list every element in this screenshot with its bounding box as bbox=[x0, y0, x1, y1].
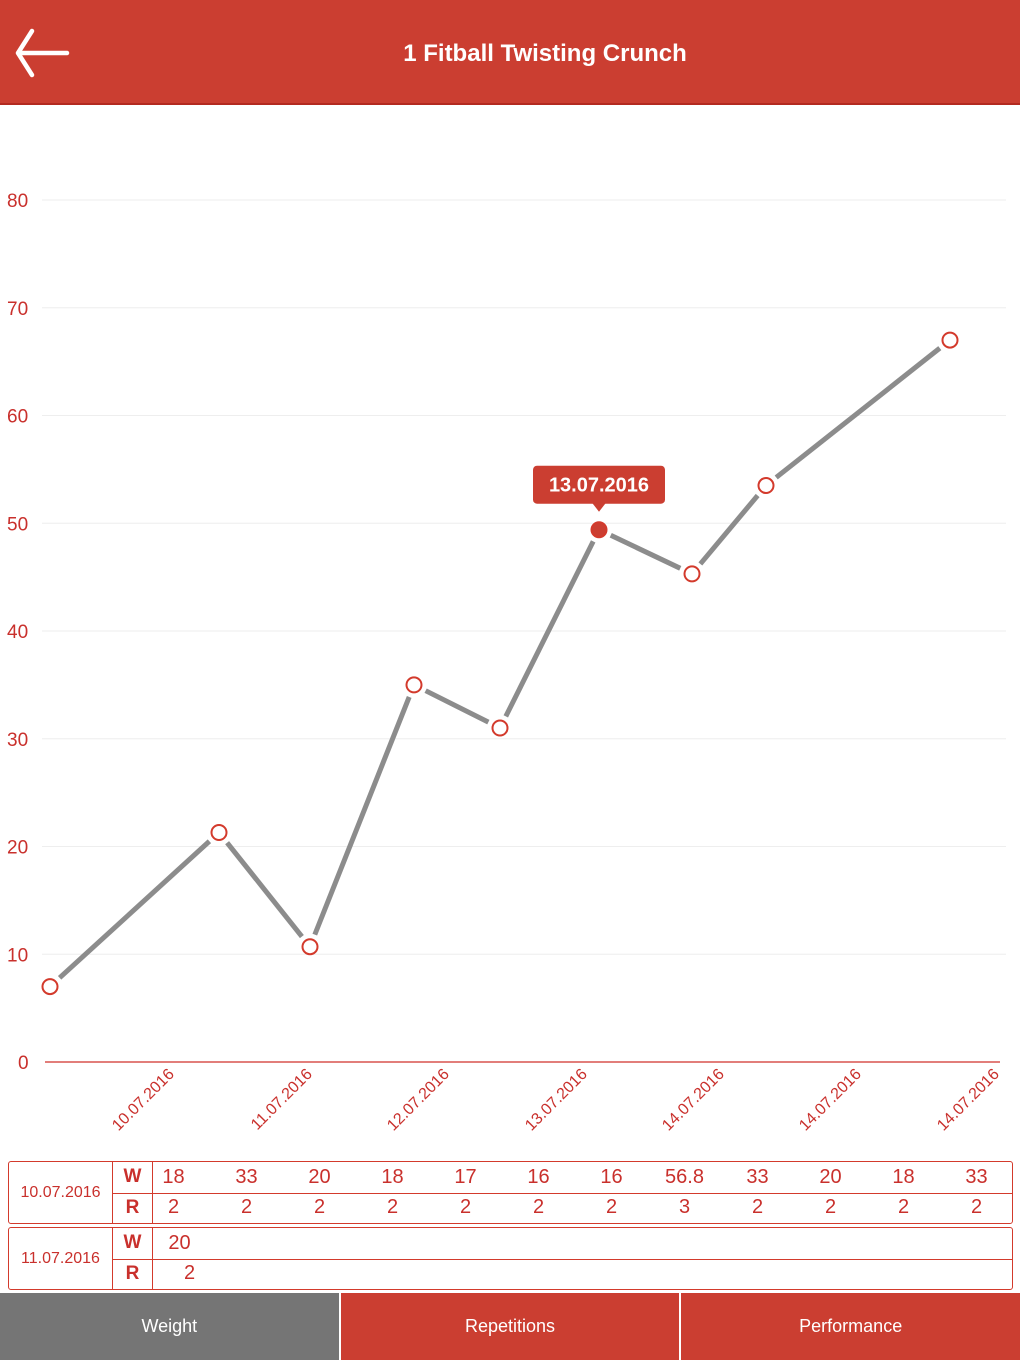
data-point bbox=[683, 565, 701, 583]
set-table: 10.07.2016 W R 18 33 20 18 17 16 16 56.8 33 20 18 3… bbox=[8, 1161, 1013, 1224]
data-point bbox=[210, 823, 228, 841]
y-tick-label: 80 bbox=[7, 191, 28, 212]
weight-cell: 33 bbox=[235, 1165, 258, 1188]
weight-cell: 18 bbox=[381, 1165, 404, 1188]
y-tick-label: 0 bbox=[18, 1053, 29, 1074]
reps-label: R bbox=[113, 1258, 153, 1289]
tooltip-box bbox=[533, 465, 665, 504]
x-tick-label: 14.07.2016 bbox=[659, 1066, 728, 1135]
reps-cell: 2 bbox=[386, 1196, 399, 1219]
line-chart: 0 10 20 30 40 50 60 70 80 10.07.2016 11.07.2016 12.… bbox=[7, 191, 1006, 1135]
reps-cell: 2 bbox=[167, 1196, 180, 1219]
reps-cell: 2 bbox=[970, 1196, 983, 1219]
x-tick-label: 14.07.2016 bbox=[796, 1066, 865, 1135]
reps-cell: 3 bbox=[678, 1196, 691, 1219]
y-tick-label: 30 bbox=[7, 730, 28, 751]
tab-bar: Weight Repetitions Performance bbox=[0, 1293, 1020, 1360]
tab-weight[interactable]: Weight bbox=[0, 1293, 339, 1360]
reps-cell: 2 bbox=[240, 1196, 253, 1219]
y-tick-label: 20 bbox=[7, 838, 28, 859]
reps-cell: 2 bbox=[183, 1262, 196, 1285]
series-segment bbox=[57, 839, 212, 980]
x-tick-label: 12.07.2016 bbox=[384, 1066, 453, 1135]
weight-label: W bbox=[113, 1162, 153, 1193]
set-date: 11.07.2016 bbox=[9, 1228, 113, 1289]
set-table: 11.07.2016 W R 20 2 bbox=[8, 1227, 1013, 1290]
x-tick-label: 11.07.2016 bbox=[248, 1066, 316, 1134]
weight-cell: 16 bbox=[527, 1165, 550, 1188]
weight-cell: 33 bbox=[965, 1165, 988, 1188]
y-tick-label: 70 bbox=[7, 299, 28, 320]
weight-cell: 56.8 bbox=[665, 1165, 704, 1188]
weight-cell: 16 bbox=[600, 1165, 623, 1188]
row-divider bbox=[113, 1192, 1012, 1194]
tab-performance[interactable]: Performance bbox=[679, 1293, 1020, 1360]
weight-cell: 33 bbox=[746, 1165, 769, 1188]
data-point bbox=[590, 521, 608, 539]
series-segment bbox=[312, 696, 412, 936]
reps-cell: 2 bbox=[751, 1196, 764, 1219]
app-bar: 1 Fitball Twisting Crunch bbox=[0, 0, 1020, 105]
weight-label: W bbox=[113, 1228, 153, 1259]
reps-cell: 2 bbox=[532, 1196, 545, 1219]
set-date: 10.07.2016 bbox=[9, 1162, 113, 1223]
series-segment bbox=[424, 688, 490, 725]
reps-cell: 2 bbox=[605, 1196, 618, 1219]
x-tick-label: 14.07.2016 bbox=[934, 1066, 1003, 1135]
reps-cell: 2 bbox=[313, 1196, 326, 1219]
data-point bbox=[41, 978, 59, 996]
weight-cell: 20 bbox=[168, 1231, 191, 1254]
page-title: 1 Fitball Twisting Crunch bbox=[403, 40, 687, 67]
y-tick-label: 60 bbox=[7, 407, 28, 428]
y-tick-label: 40 bbox=[7, 622, 28, 643]
data-point bbox=[941, 331, 959, 349]
data-point bbox=[491, 719, 509, 737]
reps-cell: 2 bbox=[459, 1196, 472, 1219]
y-tick-label: 50 bbox=[7, 514, 28, 535]
reps-cell: 2 bbox=[897, 1196, 910, 1219]
x-tick-label: 13.07.2016 bbox=[522, 1066, 591, 1135]
weight-cell: 20 bbox=[308, 1165, 331, 1188]
data-point bbox=[757, 477, 775, 495]
data-point bbox=[405, 676, 423, 694]
reps-label: R bbox=[113, 1192, 153, 1223]
data-point bbox=[301, 938, 319, 956]
weight-cell: 18 bbox=[892, 1165, 915, 1188]
series-segment bbox=[698, 493, 760, 566]
tooltip-pointer bbox=[592, 502, 606, 512]
arrow-left-icon[interactable] bbox=[12, 28, 72, 78]
row-divider bbox=[113, 1258, 1012, 1260]
weight-cell: 17 bbox=[454, 1165, 477, 1188]
series-segment bbox=[503, 540, 596, 718]
weight-cell: 18 bbox=[162, 1165, 185, 1188]
series-segment bbox=[225, 841, 304, 939]
series-segment bbox=[609, 533, 682, 571]
series-segment bbox=[774, 346, 942, 480]
weight-cell: 20 bbox=[819, 1165, 842, 1188]
tooltip-label: 13.07.2016 bbox=[549, 475, 649, 497]
y-tick-label: 10 bbox=[7, 945, 28, 966]
tab-repetitions[interactable]: Repetitions bbox=[338, 1293, 680, 1360]
x-tick-label: 10.07.2016 bbox=[109, 1066, 178, 1135]
reps-cell: 2 bbox=[824, 1196, 837, 1219]
